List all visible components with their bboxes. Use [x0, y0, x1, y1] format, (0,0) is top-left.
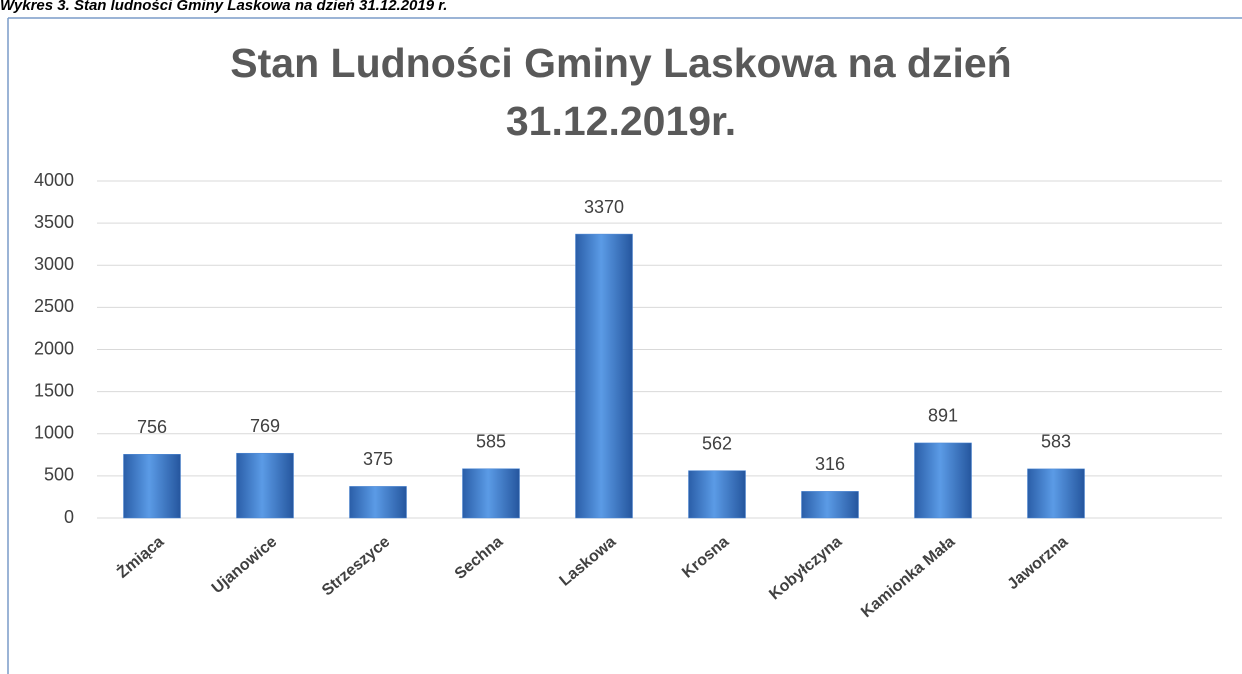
bar [575, 233, 633, 519]
bar [349, 486, 407, 519]
bar [1027, 468, 1085, 519]
x-tick-label: Jaworzna [1004, 533, 1071, 593]
caption: Wykres 3. Stan ludności Gminy Laskowa na… [0, 0, 447, 14]
y-tick-label: 2000 [34, 338, 74, 358]
data-label: 583 [1041, 432, 1071, 452]
y-tick-label: 2500 [34, 296, 74, 316]
data-label: 769 [250, 416, 280, 436]
x-tick-label: Żmiąca [113, 532, 167, 581]
x-tick-label: Krosna [679, 533, 732, 582]
bar [688, 470, 746, 519]
y-tick-label: 1000 [34, 423, 74, 443]
y-tick-label: 0 [64, 507, 74, 527]
data-label: 316 [815, 454, 845, 474]
bar [914, 442, 972, 519]
y-tick-label: 500 [44, 465, 74, 485]
x-tick-label: Kobyłczyna [766, 533, 845, 603]
data-label: 375 [363, 449, 393, 469]
data-label: 562 [702, 433, 732, 453]
x-tick-label: Laskowa [557, 533, 620, 590]
y-tick-label: 1500 [34, 380, 74, 400]
x-tick-label: Ujanowice [209, 533, 281, 597]
chart-title: 31.12.2019r. [506, 98, 736, 144]
bar [123, 454, 181, 519]
x-tick-label: Kamionka Mała [858, 533, 958, 621]
data-label: 891 [928, 406, 958, 426]
x-tick-label: Strzeszyce [319, 533, 393, 599]
bar [801, 491, 859, 519]
x-tick-label: Sechna [452, 533, 507, 583]
data-label: 585 [476, 431, 506, 451]
data-label: 3370 [584, 197, 624, 217]
y-tick-label: 4000 [34, 170, 74, 190]
bar [236, 452, 294, 519]
y-tick-label: 3500 [34, 212, 74, 232]
y-tick-label: 3000 [34, 254, 74, 274]
bar [462, 468, 520, 519]
data-label: 756 [137, 417, 167, 437]
chart-title: Stan Ludności Gminy Laskowa na dzień [230, 40, 1011, 86]
